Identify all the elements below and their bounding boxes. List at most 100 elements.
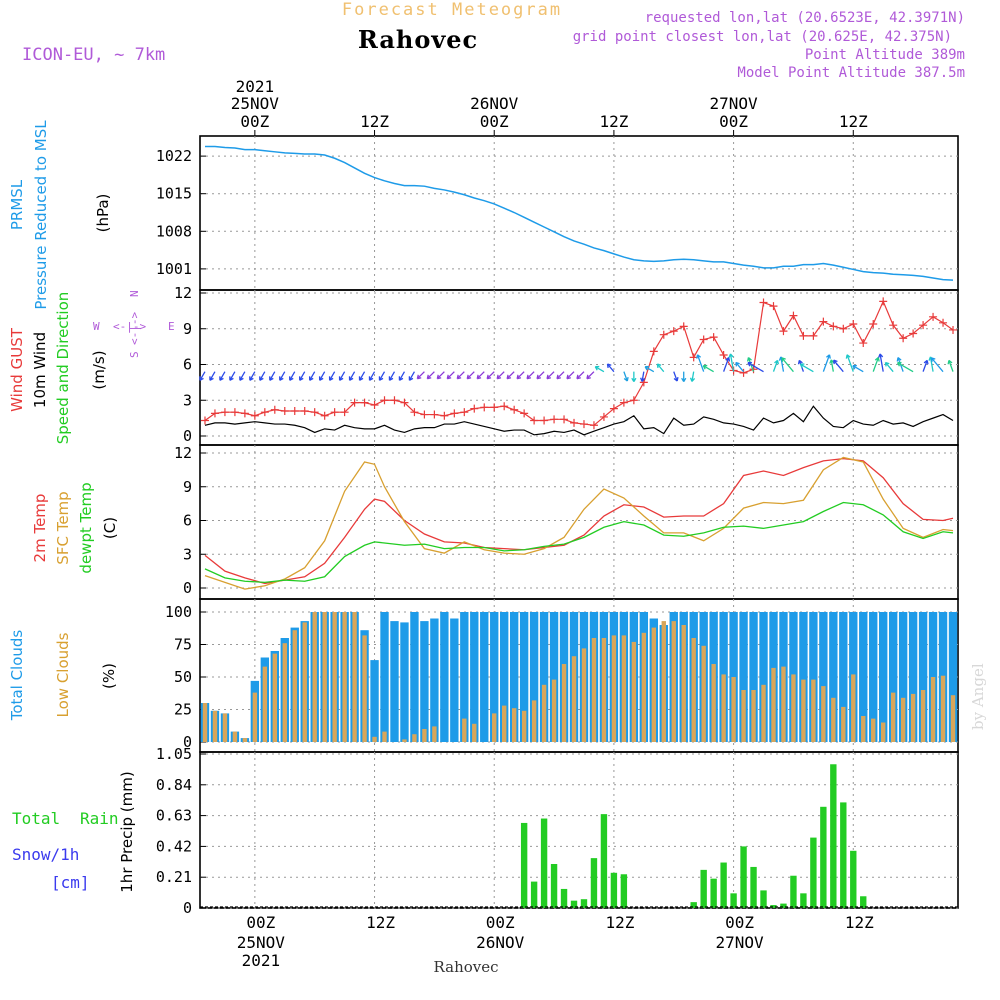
ytick-label: 3 <box>183 391 192 409</box>
total-cloud-bar <box>380 612 389 742</box>
wind-arrow <box>506 371 515 380</box>
gust-line <box>204 299 954 426</box>
gust-marker <box>739 368 748 377</box>
precip-bar <box>700 869 707 908</box>
total-cloud-bar <box>490 612 499 742</box>
low-cloud-bar <box>541 684 547 742</box>
bottom-hour-label: 12Z <box>845 913 874 932</box>
gust-marker <box>659 330 668 339</box>
compass-n: N <box>128 290 141 297</box>
low-cloud-bar <box>521 710 527 742</box>
compass-s: S <box>128 351 141 358</box>
wind-arrow <box>259 371 266 381</box>
total-cloud-bar <box>819 612 828 742</box>
sfc-temp-label: SFC Temp <box>54 491 72 564</box>
wind-arrow <box>308 371 316 381</box>
wind-unit: (m/s) <box>90 350 108 389</box>
gust-marker <box>260 408 269 417</box>
gust-marker <box>360 398 369 407</box>
wind-arrow <box>728 353 735 372</box>
low-cloud-bar <box>801 679 806 742</box>
bottom-hour-label: 12Z <box>605 913 634 932</box>
top-year-label: 2021 <box>236 77 275 96</box>
gust-marker <box>629 396 638 405</box>
low-cloud-bar <box>531 700 537 742</box>
wind-arrow <box>702 364 714 373</box>
low-cloud-bar <box>372 736 377 742</box>
ytick-label: 0 <box>183 579 192 597</box>
precip-bar <box>830 764 837 908</box>
low-cloud-bar <box>811 679 816 742</box>
gust-marker <box>619 398 628 407</box>
low-cloud-bar <box>731 677 736 742</box>
wind-arrow <box>799 363 814 373</box>
total-cloud-bar <box>519 612 529 742</box>
low-cloud-bar <box>202 703 208 742</box>
wind-arrow <box>426 371 435 380</box>
wind-arrow <box>566 371 575 380</box>
ytick-label: 1.05 <box>156 745 192 763</box>
gust-marker <box>200 416 209 425</box>
gust-marker <box>550 415 559 424</box>
gust-marker <box>599 412 608 421</box>
requested-coords: requested lon,lat (20.6523E, 42.3971N) <box>645 10 965 26</box>
low-cloud-bar <box>412 734 417 742</box>
low-cloud-bar <box>661 621 666 742</box>
ytick-label: 0.84 <box>156 776 192 794</box>
low-cloud-bar <box>561 664 567 742</box>
wind-arrow <box>656 363 665 373</box>
ytick-label: 6 <box>183 512 192 530</box>
low-cloud-bar <box>721 674 726 742</box>
total-cloud-bar <box>430 618 439 742</box>
gust-marker <box>340 408 349 417</box>
wind-arrow <box>681 371 687 382</box>
total-cloud-bar <box>509 612 519 742</box>
wind-arrow <box>947 359 954 372</box>
total-cloud-bar <box>539 612 549 742</box>
low-cloud-bar <box>761 684 766 742</box>
low-cloud-bar <box>950 695 956 742</box>
total-cloud-bar <box>410 612 419 742</box>
low-cloud-bar <box>691 638 696 742</box>
pressure-line <box>204 145 954 281</box>
gust-marker <box>420 410 429 419</box>
wind-arrow <box>358 371 366 381</box>
precip-bar <box>690 902 697 908</box>
low-cloud-bar <box>581 648 587 742</box>
gust-marker <box>250 411 259 420</box>
low-cloud-bar <box>222 713 228 742</box>
wind-arrow <box>852 364 864 373</box>
gust-marker <box>460 408 469 417</box>
ytick-label: 50 <box>174 668 192 686</box>
low-cloud-bar <box>651 627 656 742</box>
panel-frame <box>199 289 959 446</box>
wind-arrow <box>249 371 256 381</box>
top-hour-label: 12Z <box>360 112 389 131</box>
low-cloud-bar <box>841 706 846 742</box>
gust-label: Wind GUST <box>8 327 26 412</box>
total-cloud-bar <box>948 612 958 742</box>
gust-marker <box>350 398 359 407</box>
wind-arrow <box>209 371 216 381</box>
bottom-hour-label: 00Z <box>486 913 515 932</box>
wind-arrow <box>476 371 485 380</box>
wind-arrow <box>623 371 629 382</box>
low-cloud-bar <box>492 713 497 742</box>
wind-arrow <box>318 371 326 381</box>
precip-bar <box>820 806 827 908</box>
wind-arrow <box>328 371 336 381</box>
dewpt-line <box>204 501 954 584</box>
top-date-label: 25NOV <box>231 94 280 113</box>
wind-arrow <box>884 361 894 373</box>
precip-bar <box>750 866 757 908</box>
low-clouds-label: Low Clouds <box>54 632 72 717</box>
low-cloud-bar <box>821 686 826 742</box>
point-altitude: Point Altitude 389m <box>805 47 965 63</box>
gust-marker <box>390 396 399 405</box>
wind-arrow <box>368 371 376 381</box>
gust-marker <box>400 398 409 407</box>
gust-marker <box>570 418 579 427</box>
low-cloud-bar <box>422 729 427 742</box>
